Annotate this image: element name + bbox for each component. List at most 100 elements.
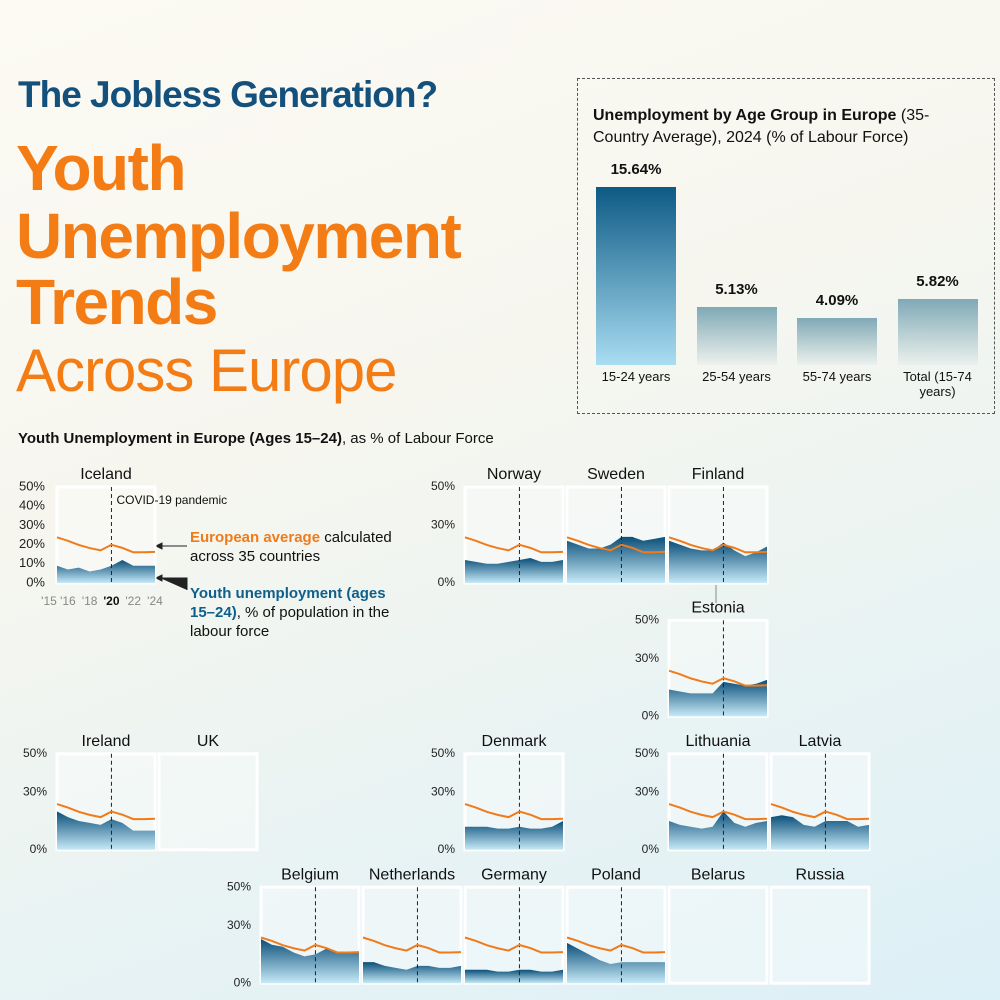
legend-entry: Youth unemployment (ages 15–24), % of po… bbox=[190, 584, 405, 641]
title-light: Across Europe bbox=[16, 337, 398, 404]
youth-area bbox=[465, 821, 563, 850]
panel-title: Netherlands bbox=[369, 866, 455, 883]
average-line bbox=[668, 536, 768, 554]
youth-area bbox=[771, 815, 869, 850]
panel-title: Poland bbox=[591, 866, 641, 883]
title-line: Unemployment bbox=[16, 200, 462, 272]
legend-note: calculated across 35 countries bbox=[190, 529, 392, 565]
x-tick-label: '18 bbox=[82, 594, 98, 608]
y-tick-label: 50% bbox=[23, 746, 47, 760]
average-line bbox=[668, 803, 768, 821]
title: Unemployment by Age Group in Europe bbox=[593, 107, 897, 124]
average-line bbox=[668, 669, 768, 687]
panel-title: Germany bbox=[481, 866, 547, 883]
title-line: Trends bbox=[16, 266, 218, 338]
kicker: The Jobless Generation? bbox=[18, 74, 438, 115]
bar bbox=[696, 306, 777, 365]
categories: 15-24 years 25-54 years 55-74 years Total (… bbox=[578, 79, 996, 415]
youth-area bbox=[669, 679, 767, 717]
x-tick-label: '16 bbox=[60, 594, 76, 608]
y-tick-label: 30% bbox=[635, 784, 659, 798]
x-tick-label: '24 bbox=[147, 594, 163, 608]
value-label: 5.13% bbox=[715, 280, 758, 298]
youth-area bbox=[465, 558, 563, 583]
y-tick-label: 0% bbox=[438, 575, 456, 589]
average-line bbox=[362, 936, 462, 954]
average-line bbox=[464, 536, 564, 554]
average-line bbox=[566, 536, 666, 554]
y-tick-label: 40% bbox=[19, 498, 45, 513]
legend-name: Youth unemployment (ages 15–24) bbox=[190, 585, 386, 621]
panel bbox=[769, 885, 871, 985]
panel-title: Estonia bbox=[691, 600, 744, 617]
panel-title: Latvia bbox=[799, 733, 842, 750]
average-line bbox=[56, 536, 156, 554]
youth-area bbox=[567, 942, 665, 984]
youth-area bbox=[261, 939, 359, 984]
bar bbox=[897, 298, 978, 365]
y-tick-label: 50% bbox=[431, 746, 455, 760]
grid-title: Youth Unemployment in Europe (Ages 15–24… bbox=[18, 430, 494, 447]
y-tick-label: 30% bbox=[23, 784, 47, 798]
y-tick-label: 30% bbox=[19, 517, 45, 532]
x-tick-label: '22 bbox=[125, 594, 141, 608]
value-label: 15.64% bbox=[610, 161, 662, 178]
bar-chart: Unemployment by Age Group in Europe (35-… bbox=[577, 78, 995, 414]
y-tick-label: 50% bbox=[431, 479, 455, 493]
panel-title: Russia bbox=[796, 866, 845, 883]
title: Youth Unemployment in Europe (Ages 15–24… bbox=[18, 430, 342, 447]
average-line bbox=[464, 936, 564, 954]
y-tick-label: 0% bbox=[30, 842, 48, 856]
youth-area bbox=[669, 540, 767, 583]
y-tick-label: 0% bbox=[438, 842, 456, 856]
y-tick-label: 50% bbox=[19, 478, 45, 493]
y-tick-label: 0% bbox=[234, 975, 252, 989]
title-suffix: (35-Country Average), 2024 (% of Labour … bbox=[593, 107, 930, 146]
panel bbox=[157, 752, 259, 852]
average-line bbox=[56, 803, 156, 821]
y-tick-label: 50% bbox=[635, 613, 659, 627]
average-line bbox=[770, 803, 870, 821]
bar-title: Unemployment by Age Group in Europe (35-… bbox=[593, 105, 973, 149]
panel-title: Iceland bbox=[80, 466, 132, 483]
youth-area bbox=[567, 536, 665, 583]
x-tick-label: '15 bbox=[41, 594, 57, 608]
y-tick-label: 30% bbox=[431, 784, 455, 798]
y-tick-label: 30% bbox=[227, 918, 251, 932]
youth-area bbox=[465, 969, 563, 984]
youth-area bbox=[57, 559, 155, 583]
y-tick-label: 20% bbox=[19, 536, 45, 551]
youth-area bbox=[57, 811, 155, 850]
panel bbox=[463, 885, 565, 985]
category-label: 15-24 years bbox=[601, 369, 671, 384]
panel-title: Sweden bbox=[587, 466, 645, 483]
y-tick-label: 30% bbox=[635, 651, 659, 665]
value-label: 5.82% bbox=[916, 272, 959, 290]
y-tick-label: 0% bbox=[26, 574, 45, 589]
legend-name: European average bbox=[190, 529, 321, 546]
y-tick-label: 0% bbox=[642, 709, 660, 723]
average-line bbox=[464, 803, 564, 821]
panel-title: Finland bbox=[692, 466, 744, 483]
arrow bbox=[154, 574, 188, 590]
plot: 15.64% 5.13% 4.09% 5.82% bbox=[596, 161, 986, 365]
title-line: Youth bbox=[16, 132, 187, 204]
legend-entry: European average calculated across 35 co… bbox=[190, 528, 410, 566]
value-label: 4.09% bbox=[815, 292, 859, 310]
panel-title: Lithuania bbox=[686, 733, 751, 750]
legend-note: , % of population in the labour force bbox=[190, 604, 390, 640]
bar bbox=[797, 318, 877, 365]
youth-area bbox=[363, 962, 461, 984]
panel-title: Norway bbox=[487, 466, 541, 483]
marker-label: COVID-19 pandemic bbox=[116, 493, 227, 507]
panel-title: Belgium bbox=[281, 866, 339, 883]
average-line bbox=[260, 936, 360, 954]
y-tick-label: 30% bbox=[431, 518, 455, 532]
arrow bbox=[154, 542, 187, 550]
category-label: 55-74 years bbox=[802, 369, 872, 384]
youth-area bbox=[669, 811, 767, 850]
average-line bbox=[566, 936, 666, 954]
panel-title: Belarus bbox=[691, 866, 745, 883]
